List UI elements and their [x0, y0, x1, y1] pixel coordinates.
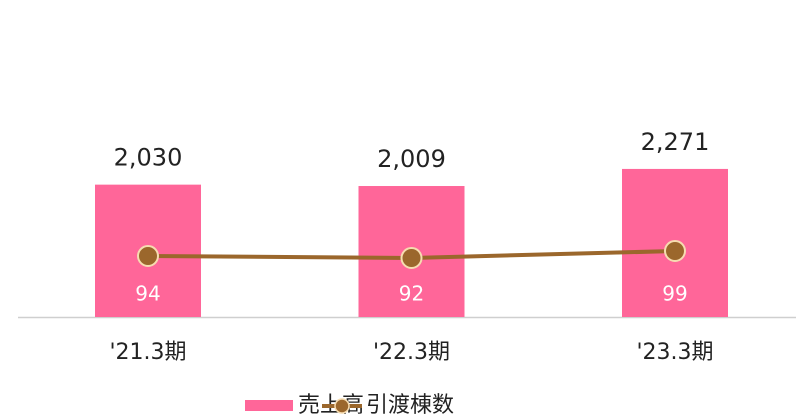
line-point: [400, 247, 423, 269]
line-value-label: 94: [135, 282, 160, 306]
line-value-label: 92: [399, 282, 424, 306]
x-tick-label: '21.3期: [109, 340, 186, 365]
legend-label: 引渡棟数: [366, 393, 454, 417]
x-tick-label: '23.3期: [636, 340, 713, 365]
bar-value-label: 2,009: [377, 145, 446, 173]
bar-value-label: 2,271: [641, 128, 710, 156]
line-point: [137, 245, 159, 267]
legend-swatch: [245, 400, 293, 411]
x-tick-label: '22.3期: [373, 340, 450, 365]
line-value-label: 99: [662, 282, 687, 306]
line-point: [664, 240, 686, 262]
bar-value-label: 2,030: [114, 144, 183, 172]
legend-swatch: [334, 398, 350, 414]
